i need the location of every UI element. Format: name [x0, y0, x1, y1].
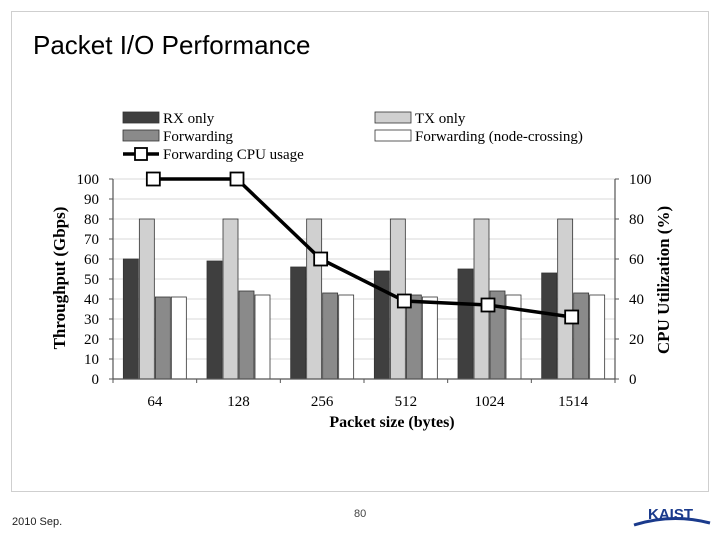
- y-tick-label: 20: [84, 332, 99, 348]
- legend-swatch: [122, 129, 160, 142]
- y2-tick-label: 0: [629, 372, 637, 388]
- cpu-usage-marker: [480, 297, 496, 313]
- legend-cpu-usage: Forwarding CPU usage: [123, 147, 304, 163]
- y2-tick-label: 20: [629, 332, 644, 348]
- x-category-label: 128: [227, 394, 250, 410]
- cpu-line: [145, 171, 580, 325]
- bar-forwarding-node-crossing: [338, 294, 355, 380]
- x-category-label: 1024: [475, 394, 506, 410]
- bar-forwarding: [573, 292, 590, 380]
- legend-marker: [134, 147, 148, 161]
- legend-rx-only: RX only: [122, 111, 215, 127]
- bar-rx-only: [206, 260, 223, 380]
- y-tick-label: 100: [77, 172, 100, 188]
- kaist-logo: KAIST: [633, 506, 711, 527]
- legend-forwarding-node-crossing: Forwarding (node-crossing): [374, 129, 583, 145]
- x-category-label: 512: [395, 394, 418, 410]
- slide-title: Packet I/O Performance: [33, 30, 311, 60]
- legend: RX only TX only Forwarding Forwarding (node…: [122, 111, 583, 163]
- axes: 0 10 20 30 40 50 60 70 80 90 100 0 20 40 60 80 100 64 128 2…: [77, 172, 652, 410]
- y2-tick-label: 60: [629, 252, 644, 268]
- y-tick-label: 40: [84, 292, 99, 308]
- cpu-usage-marker: [229, 171, 245, 187]
- legend-label: Forwarding CPU usage: [163, 147, 304, 163]
- bar-rx-only: [541, 272, 558, 380]
- slide-frame: [11, 11, 709, 492]
- page-number: 80: [354, 508, 367, 520]
- y-tick-label: 30: [84, 312, 99, 328]
- x-category-label: 64: [147, 394, 163, 410]
- legend-forwarding: Forwarding: [122, 129, 233, 145]
- y2-tick-label: 100: [629, 172, 652, 188]
- y-tick-label: 10: [84, 352, 99, 368]
- bar-rx-only: [457, 268, 474, 380]
- legend-label: TX only: [415, 111, 466, 127]
- svg-text:KAIST: KAIST: [648, 506, 693, 523]
- bar-rx-only: [122, 258, 139, 380]
- legend-tx-only: TX only: [374, 111, 466, 127]
- y-tick-label: 70: [84, 232, 99, 248]
- bar-forwarding-node-crossing: [170, 296, 187, 380]
- bar-forwarding-node-crossing: [421, 296, 438, 380]
- y-axis-label: Throughput (Gbps): [50, 207, 69, 350]
- legend-swatch: [122, 111, 160, 124]
- gridlines: [113, 178, 615, 360]
- slide-date: 2010 Sep.: [12, 516, 63, 528]
- cpu-usage-marker: [564, 309, 580, 325]
- x-axis-label: Packet size (bytes): [329, 414, 454, 431]
- legend-label: Forwarding: [163, 129, 233, 145]
- y2-axis-label: CPU Utilization (%): [654, 206, 673, 354]
- bar-tx-only: [306, 218, 323, 380]
- y-tick-label: 80: [84, 212, 99, 228]
- bar-tx-only: [138, 218, 155, 380]
- legend-swatch: [374, 111, 412, 124]
- bar-forwarding-node-crossing: [589, 294, 606, 380]
- y-tick-label: 90: [84, 192, 99, 208]
- bar-forwarding: [154, 296, 171, 380]
- bar-forwarding: [322, 292, 339, 380]
- bar-tx-only: [557, 218, 574, 380]
- y-tick-label: 50: [84, 272, 99, 288]
- bar-forwarding-node-crossing: [254, 294, 271, 380]
- bar-forwarding: [238, 290, 255, 380]
- x-category-label: 1514: [558, 394, 589, 410]
- cpu-usage-marker: [145, 171, 161, 187]
- x-category-label: 256: [311, 394, 334, 410]
- legend-label: RX only: [163, 111, 215, 127]
- y2-tick-label: 80: [629, 212, 644, 228]
- y2-tick-label: 40: [629, 292, 644, 308]
- y-tick-label: 0: [92, 372, 100, 388]
- bar-tx-only: [222, 218, 239, 380]
- legend-label: Forwarding (node-crossing): [415, 129, 583, 145]
- cpu-usage-marker: [396, 293, 412, 309]
- cpu-usage-line: [153, 177, 572, 319]
- cpu-usage-marker: [313, 251, 329, 267]
- legend-swatch: [374, 129, 412, 142]
- bars: [122, 218, 606, 380]
- bar-rx-only: [290, 266, 307, 380]
- y-tick-label: 60: [84, 252, 99, 268]
